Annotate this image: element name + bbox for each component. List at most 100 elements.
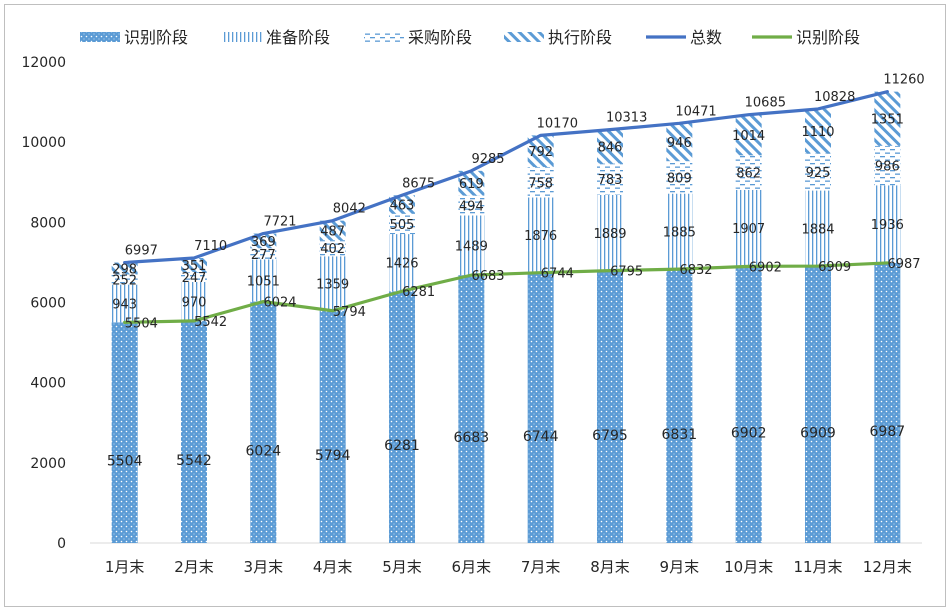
bar-segment	[181, 320, 207, 543]
legend-label: 采购阶段	[408, 28, 472, 47]
line-data-label: 5794	[333, 305, 366, 320]
line-data-label: 10471	[675, 104, 716, 119]
bar-data-label: 1426	[385, 257, 418, 272]
bar-data-label: 1885	[663, 225, 696, 240]
bar-segment	[389, 195, 415, 214]
x-tick-label: 7月末	[521, 558, 561, 576]
bar-data-label: 1936	[871, 218, 904, 233]
bar-data-label: 5542	[176, 453, 212, 469]
legend-label: 识别阶段	[796, 28, 860, 47]
bar-segment	[250, 301, 277, 543]
line-data-label: 7110	[194, 239, 227, 254]
bar-data-label: 1889	[593, 227, 626, 242]
bar-segment	[597, 129, 623, 164]
legend-swatch	[80, 32, 120, 42]
x-tick-label: 9月末	[660, 558, 700, 576]
bar-data-label: 943	[112, 297, 137, 312]
bar-data-label: 351	[182, 259, 207, 274]
bar-data-label: 6795	[592, 428, 628, 444]
bar-data-label: 6024	[246, 443, 282, 459]
bar-segment	[666, 123, 693, 162]
y-tick-label: 6000	[30, 296, 66, 312]
bar-segment	[735, 114, 762, 156]
bar-data-label: 6744	[523, 429, 559, 445]
line-data-label: 6987	[887, 257, 920, 272]
x-tick-label: 12月末	[863, 558, 912, 576]
line-data-label: 6909	[818, 260, 851, 275]
bar-data-label: 783	[598, 173, 623, 188]
bar-segment	[597, 194, 623, 271]
bar-data-label: 862	[736, 167, 761, 182]
bar-segment	[458, 215, 485, 276]
bar-data-label: 925	[806, 166, 831, 181]
bar-segment	[181, 258, 207, 273]
line-data-label: 6683	[471, 269, 504, 284]
bar-segment	[319, 220, 346, 241]
bar-data-label: 1014	[732, 129, 765, 144]
bar-data-label: 970	[182, 295, 207, 310]
axis-layer: 0 2000 4000 6000 8000 10000 12000 1月末 2月末 3月末 4月末 5…	[21, 55, 922, 576]
bar-segment	[735, 189, 762, 267]
bar-segment	[250, 259, 277, 302]
line-data-label: 9285	[471, 152, 504, 167]
bar-segment	[735, 155, 762, 190]
line-data-label: 7721	[263, 215, 296, 230]
line-data-label: 11260	[883, 73, 924, 88]
bar-data-label: 846	[598, 141, 623, 156]
line-data-label: 6281	[402, 285, 435, 300]
bar-data-label: 5504	[107, 454, 143, 470]
line-data-label: 6902	[749, 260, 782, 275]
bar-data-label: 986	[875, 160, 900, 175]
line-data-label: 10685	[745, 96, 786, 111]
line-data-label: 6795	[610, 265, 643, 280]
legend-label: 执行阶段	[548, 28, 612, 47]
bar-data-label: 1907	[732, 222, 765, 237]
line-data-label: 5504	[125, 316, 158, 331]
x-tick-label: 6月末	[452, 558, 492, 576]
bar-data-label: 463	[390, 199, 415, 214]
bar-data-label: 6683	[454, 430, 490, 446]
x-tick-label: 5月末	[382, 558, 422, 576]
x-tick-label: 4月末	[313, 558, 353, 576]
bar-data-label: 792	[528, 145, 553, 160]
bar-data-label: 277	[251, 248, 276, 263]
x-tick-label: 2月末	[174, 558, 214, 576]
bar-data-label: 1489	[455, 239, 488, 254]
bar-data-label: 298	[112, 263, 137, 278]
bar-segment	[111, 284, 138, 323]
bar-data-label: 1884	[801, 222, 834, 237]
line-data-label: 6832	[679, 263, 712, 278]
bar-data-label: 505	[390, 218, 415, 233]
line-data-label: 10313	[606, 111, 647, 126]
y-tick-label: 2000	[30, 456, 66, 472]
bar-segment	[319, 310, 346, 543]
bar-data-label: 1351	[871, 113, 904, 128]
bar-segment	[250, 248, 277, 260]
bar-data-label: 6902	[731, 426, 767, 442]
legend-label: 识别阶段	[124, 28, 188, 47]
bar-data-label: 758	[528, 176, 553, 191]
bar-segment	[735, 266, 762, 543]
bar-segment	[111, 322, 138, 543]
bar-segment	[874, 91, 901, 146]
bar-segment	[874, 145, 901, 186]
bar-data-label: 1051	[247, 274, 280, 289]
x-tick-label: 8月末	[590, 558, 630, 576]
bar-segment	[666, 161, 693, 194]
bar-segment	[458, 275, 485, 543]
lines-layer	[123, 90, 889, 324]
bar-segment	[389, 234, 415, 292]
bar-segment	[527, 272, 554, 543]
bar-segment	[111, 262, 138, 275]
line-data-label: 10828	[814, 90, 855, 105]
bar-data-label: 6831	[662, 427, 698, 443]
bar-segment	[874, 262, 901, 543]
bar-segment	[181, 272, 207, 282]
line-data-label: 6744	[541, 267, 574, 282]
bar-data-label: 402	[320, 242, 345, 257]
bar-data-label: 1876	[524, 229, 557, 244]
line-data-label: 10170	[537, 116, 578, 131]
line-data-label: 6997	[125, 244, 158, 259]
